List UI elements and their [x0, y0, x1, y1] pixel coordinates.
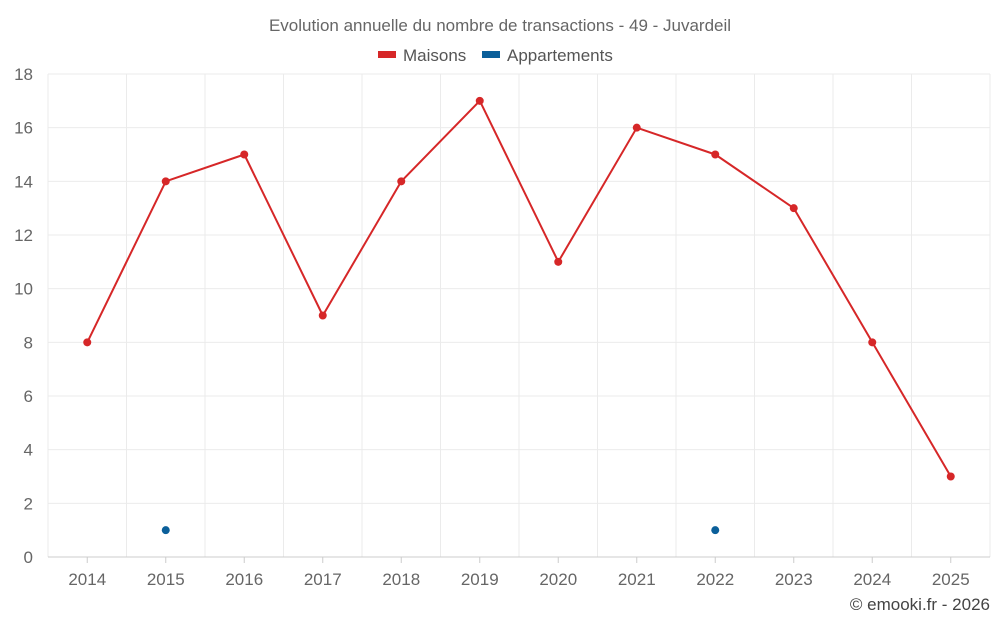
- credit-text: © emooki.fr - 2026: [850, 595, 990, 614]
- data-point-maisons[interactable]: [397, 177, 406, 186]
- data-point-maisons[interactable]: [554, 257, 563, 266]
- x-tick-label: 2018: [382, 570, 420, 589]
- x-tick-label: 2017: [304, 570, 342, 589]
- data-point-maisons[interactable]: [632, 123, 641, 132]
- y-tick-label: 16: [14, 119, 33, 138]
- data-point-maisons[interactable]: [475, 96, 484, 105]
- x-tick-label: 2024: [853, 570, 891, 589]
- data-point-maisons[interactable]: [789, 204, 798, 213]
- x-tick-label: 2016: [225, 570, 263, 589]
- data-point-maisons[interactable]: [318, 311, 327, 320]
- data-point-appartements[interactable]: [711, 526, 720, 535]
- y-tick-label: 14: [14, 172, 33, 191]
- y-tick-label: 4: [24, 441, 33, 460]
- y-tick-label: 12: [14, 226, 33, 245]
- data-point-appartements[interactable]: [161, 526, 170, 535]
- x-tick-label: 2014: [68, 570, 106, 589]
- legend-label-appartements: Appartements: [507, 46, 613, 65]
- y-tick-label: 0: [24, 548, 33, 567]
- legend-label-maisons: Maisons: [403, 46, 466, 65]
- series: [83, 96, 955, 535]
- y-tick-label: 6: [24, 387, 33, 406]
- legend-swatch-appartements: [482, 51, 500, 58]
- data-point-maisons[interactable]: [946, 472, 955, 481]
- y-tick-label: 2: [24, 494, 33, 513]
- x-tick-label: 2025: [932, 570, 970, 589]
- x-tick-label: 2020: [539, 570, 577, 589]
- data-point-maisons[interactable]: [868, 338, 877, 347]
- grid: [47, 73, 991, 557]
- y-tick-label: 10: [14, 280, 33, 299]
- legend-item-maisons[interactable]: Maisons: [378, 46, 466, 65]
- y-tick-label: 18: [14, 65, 33, 84]
- axes: 0 2 4 6 8 10 12 14 16 18 2014 2015 2016 2017 2018 2019 2…: [14, 65, 990, 589]
- data-point-maisons[interactable]: [240, 150, 249, 159]
- x-tick-label: 2022: [696, 570, 734, 589]
- data-point-maisons[interactable]: [711, 150, 720, 159]
- series-line-maisons: [86, 99, 952, 478]
- chart-title: Evolution annuelle du nombre de transact…: [269, 16, 731, 35]
- legend-item-appartements[interactable]: Appartements: [482, 46, 613, 65]
- y-tick-label: 8: [24, 333, 33, 352]
- legend: Maisons Appartements: [378, 46, 613, 65]
- legend-swatch-maisons: [378, 51, 396, 58]
- data-point-maisons[interactable]: [83, 338, 92, 347]
- x-tick-label: 2021: [618, 570, 656, 589]
- x-tick-label: 2015: [147, 570, 185, 589]
- x-tick-label: 2023: [775, 570, 813, 589]
- x-tick-label: 2019: [461, 570, 499, 589]
- data-point-maisons[interactable]: [161, 177, 170, 186]
